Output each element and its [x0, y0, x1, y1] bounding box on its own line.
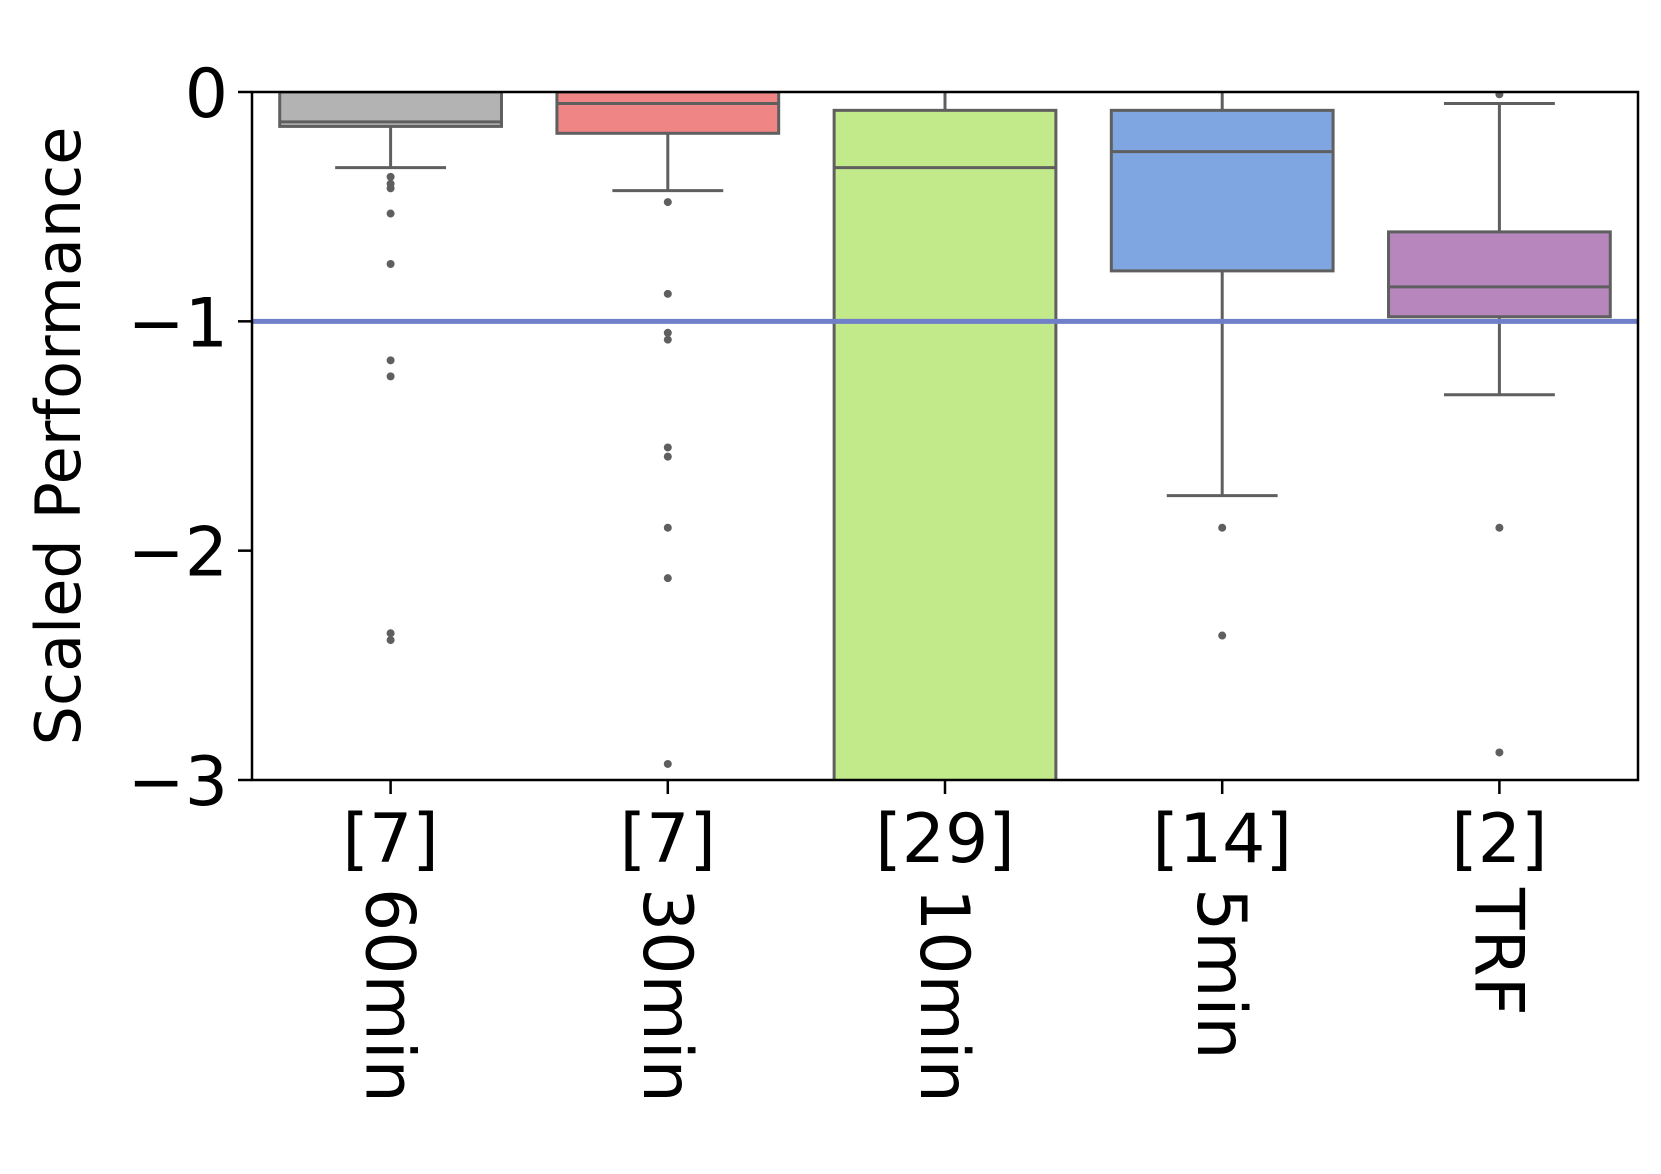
outlier-point: [663, 452, 672, 461]
outlier-point: [663, 335, 672, 344]
outlier-point: [386, 260, 395, 268]
x-axis-ticks: [7] 60min [7] 30min [29] 10min [14] 5min [2] TRF: [342, 780, 1548, 1103]
x-tick-count-label: [7]: [342, 800, 438, 879]
x-tick-count-label: [29]: [875, 800, 1015, 879]
plot-area: [252, 92, 1638, 780]
outliers: [386, 92, 1504, 768]
x-tick-name-label: 5min: [1181, 888, 1260, 1060]
y-axis-label: Scaled Performance: [22, 127, 95, 746]
outlier-point: [386, 356, 395, 365]
outlier-point: [386, 172, 395, 181]
box-TRF: [1387, 230, 1612, 319]
outlier-point: [1495, 523, 1504, 532]
outlier-point: [1218, 523, 1227, 532]
outlier-point: [663, 198, 672, 207]
outlier-point: [663, 759, 672, 768]
y-tick-label: −2: [128, 514, 228, 593]
y-tick-label: −3: [128, 743, 228, 822]
outlier-point: [386, 636, 395, 645]
outlier-point: [386, 209, 395, 218]
whiskers: [335, 92, 1555, 498]
x-tick-count-label: [14]: [1152, 800, 1292, 879]
outlier-point: [1495, 748, 1504, 757]
outlier-point: [663, 523, 672, 532]
box-5min: [1109, 108, 1335, 273]
outlier-point: [1495, 92, 1504, 99]
y-tick-label: −1: [128, 284, 228, 363]
outlier-point: [386, 629, 395, 638]
x-tick-count-label: [2]: [1451, 800, 1547, 879]
x-tick-name-label: 10min: [904, 888, 983, 1103]
outlier-point: [663, 328, 672, 337]
outlier-point: [386, 184, 395, 193]
x-tick-name-label: TRF: [1458, 887, 1537, 1016]
outlier-point: [663, 289, 672, 298]
boxes: [278, 92, 1612, 780]
box-30min: [555, 92, 781, 135]
box-10min: [832, 108, 1058, 780]
x-tick-count-label: [7]: [620, 800, 716, 879]
outlier-point: [663, 443, 672, 452]
y-axis-ticks: 0 −1 −2 −3: [128, 55, 252, 822]
x-tick-name-label: 60min: [350, 888, 429, 1103]
y-tick-label: 0: [185, 55, 228, 134]
outlier-point: [1218, 631, 1227, 640]
outlier-point: [386, 372, 395, 381]
outlier-point: [663, 574, 672, 583]
x-tick-name-label: 30min: [627, 888, 706, 1103]
